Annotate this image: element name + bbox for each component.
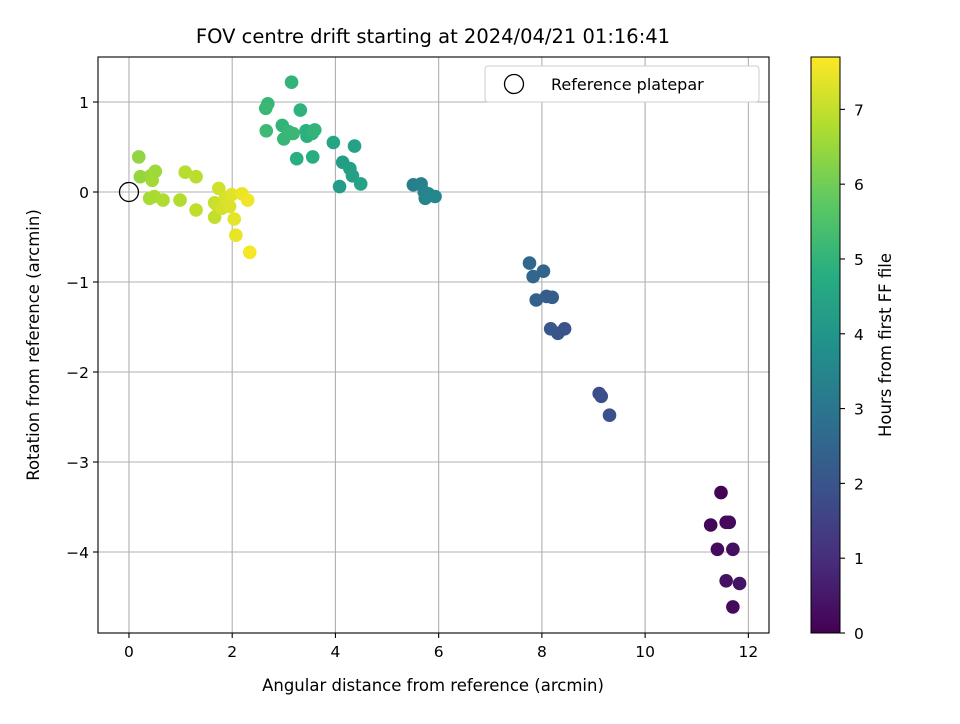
- y-tick-label: −3: [66, 454, 89, 472]
- data-point: [719, 574, 733, 588]
- data-point: [227, 212, 242, 226]
- data-point: [594, 389, 609, 404]
- y-tick-label: −1: [66, 274, 89, 292]
- data-point: [240, 193, 255, 207]
- colorbar-ticks: 0 1 2 3 4 5 6 7: [840, 101, 864, 643]
- data-point: [133, 169, 148, 184]
- data-point: [229, 228, 243, 242]
- data-point: [726, 542, 740, 557]
- data-point: [284, 75, 299, 89]
- x-tick-label: 4: [330, 643, 340, 661]
- data-point: [293, 103, 308, 117]
- colorbar-label: Hours from first FF file: [876, 253, 895, 437]
- x-tick-label: 12: [738, 643, 758, 661]
- colorbar-tick-label: 3: [854, 401, 864, 419]
- colorbar-tick-label: 1: [854, 550, 864, 568]
- data-point: [173, 193, 187, 207]
- data-point: [326, 135, 341, 150]
- x-tick-label: 2: [227, 643, 237, 661]
- data-point: [602, 408, 617, 423]
- data-point: [526, 269, 540, 284]
- data-point: [224, 187, 239, 202]
- data-point: [347, 139, 362, 153]
- y-tick-label: −4: [66, 544, 89, 562]
- data-point: [258, 101, 273, 116]
- reference-platepar-marker: [118, 181, 140, 203]
- x-tick-label: 0: [124, 643, 134, 661]
- data-point: [732, 576, 747, 591]
- data-point: [722, 515, 737, 530]
- data-point: [289, 151, 304, 166]
- gridlines: [98, 57, 769, 633]
- legend-marker-icon: [503, 73, 525, 95]
- y-tick-label: −2: [66, 364, 89, 382]
- data-point: [428, 189, 442, 204]
- colorbar-tick-label: 4: [854, 326, 864, 344]
- data-point: [307, 123, 322, 137]
- data-point: [536, 264, 551, 279]
- colorbar-tick-label: 6: [854, 176, 864, 194]
- data-point: [222, 199, 237, 214]
- data-point: [178, 165, 193, 179]
- data-point: [145, 173, 159, 188]
- chart-title: FOV centre drift starting at 2024/04/21 …: [196, 25, 670, 48]
- data-point: [726, 600, 740, 614]
- x-tick-label: 10: [635, 643, 655, 661]
- colorbar-gradient: [810, 56, 841, 634]
- legend-box: [484, 65, 760, 103]
- data-point: [131, 150, 146, 164]
- data-points: [131, 75, 747, 614]
- x-tick-label: 6: [434, 643, 444, 661]
- data-point: [259, 124, 274, 138]
- data-point: [156, 193, 170, 207]
- colorbar-tick-label: 5: [854, 251, 864, 269]
- y-tick-label: 0: [79, 184, 89, 202]
- data-point: [189, 169, 203, 184]
- data-point: [242, 245, 257, 260]
- data-point: [353, 177, 368, 191]
- x-axis-ticks: 0 2 4 6 8 10 12: [124, 633, 758, 661]
- colorbar-tick-label: 0: [854, 625, 864, 643]
- data-point: [522, 256, 537, 270]
- data-point: [714, 485, 728, 500]
- data-point: [710, 542, 725, 557]
- y-axis-label: Rotation from reference (arcmin): [24, 209, 43, 481]
- data-point: [545, 290, 560, 305]
- data-point: [189, 203, 203, 217]
- legend: Reference platepar: [484, 65, 760, 103]
- colorbar: 0 1 2 3 4 5 6 7 Hours from first FF file: [810, 56, 895, 643]
- data-point: [529, 293, 544, 307]
- legend-label: Reference platepar: [551, 75, 704, 94]
- y-tick-label: 1: [79, 94, 89, 112]
- plot-frame: [97, 56, 770, 634]
- colorbar-tick-label: 7: [854, 101, 864, 119]
- data-point: [557, 322, 572, 336]
- x-axis-label: Angular distance from reference (arcmin): [262, 676, 604, 695]
- data-point: [332, 179, 347, 194]
- data-point: [305, 150, 320, 164]
- data-point: [703, 518, 718, 532]
- y-axis-ticks: 1 0 −1 −2 −3 −4: [66, 94, 98, 562]
- plot-area: [98, 57, 769, 633]
- data-point: [286, 126, 300, 141]
- x-tick-label: 8: [537, 643, 547, 661]
- colorbar-tick-label: 2: [854, 475, 864, 493]
